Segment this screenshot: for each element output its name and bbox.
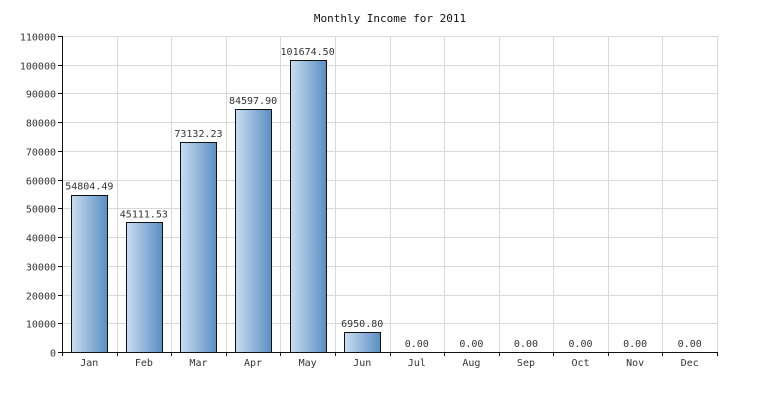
data-label-dec: 0.00 bbox=[678, 339, 702, 350]
y-tick-label: 40000 bbox=[26, 234, 56, 245]
bar-feb bbox=[126, 222, 163, 353]
bar-apr bbox=[235, 109, 272, 353]
x-tick-label-sep: Sep bbox=[517, 358, 535, 369]
x-tick-label-may: May bbox=[299, 358, 317, 369]
y-tick-label: 60000 bbox=[26, 177, 56, 188]
data-label-oct: 0.00 bbox=[568, 339, 592, 350]
data-label-may: 101674.50 bbox=[281, 47, 335, 58]
x-tick-label-jan: Jan bbox=[80, 358, 98, 369]
x-tick-label-mar: Mar bbox=[189, 358, 207, 369]
bar-may bbox=[290, 60, 327, 353]
data-label-aug: 0.00 bbox=[459, 339, 483, 350]
y-tick-label: 100000 bbox=[20, 62, 56, 73]
data-label-sep: 0.00 bbox=[514, 339, 538, 350]
data-label-mar: 73132.23 bbox=[174, 129, 222, 140]
data-label-jan: 54804.49 bbox=[65, 182, 113, 193]
bar-jan bbox=[71, 195, 108, 353]
data-label-feb: 45111.53 bbox=[120, 209, 168, 220]
y-tick-label: 30000 bbox=[26, 263, 56, 274]
x-tick-label-nov: Nov bbox=[626, 358, 644, 369]
y-tick-label: 0 bbox=[50, 349, 56, 360]
data-label-nov: 0.00 bbox=[623, 339, 647, 350]
x-tick-label-jun: Jun bbox=[353, 358, 371, 369]
data-label-apr: 84597.90 bbox=[229, 96, 277, 107]
bar-mar bbox=[180, 142, 217, 353]
x-tick-label-dec: Dec bbox=[681, 358, 699, 369]
labels-layer: 0 10000 20000 30000 40000 50000 60000 70000 8000… bbox=[20, 33, 702, 370]
x-tick-label-aug: Aug bbox=[462, 358, 480, 369]
x-tick-label-oct: Oct bbox=[572, 358, 590, 369]
x-tick-label-apr: Apr bbox=[244, 358, 262, 369]
y-tick-label: 80000 bbox=[26, 119, 56, 130]
y-tick-label: 20000 bbox=[26, 292, 56, 303]
y-tick-label: 10000 bbox=[26, 320, 56, 331]
axis-layer bbox=[58, 36, 718, 356]
chart-title: Monthly Income for 2011 bbox=[314, 12, 466, 25]
x-tick-label-feb: Feb bbox=[135, 358, 153, 369]
bar-jun bbox=[344, 332, 381, 353]
x-tick-label-jul: Jul bbox=[408, 358, 426, 369]
data-label-jul: 0.00 bbox=[405, 339, 429, 350]
data-label-jun: 6950.80 bbox=[341, 319, 383, 330]
y-tick-label: 50000 bbox=[26, 205, 56, 216]
y-tick-label: 90000 bbox=[26, 90, 56, 101]
y-tick-label: 110000 bbox=[20, 33, 56, 44]
y-tick-label: 70000 bbox=[26, 148, 56, 159]
